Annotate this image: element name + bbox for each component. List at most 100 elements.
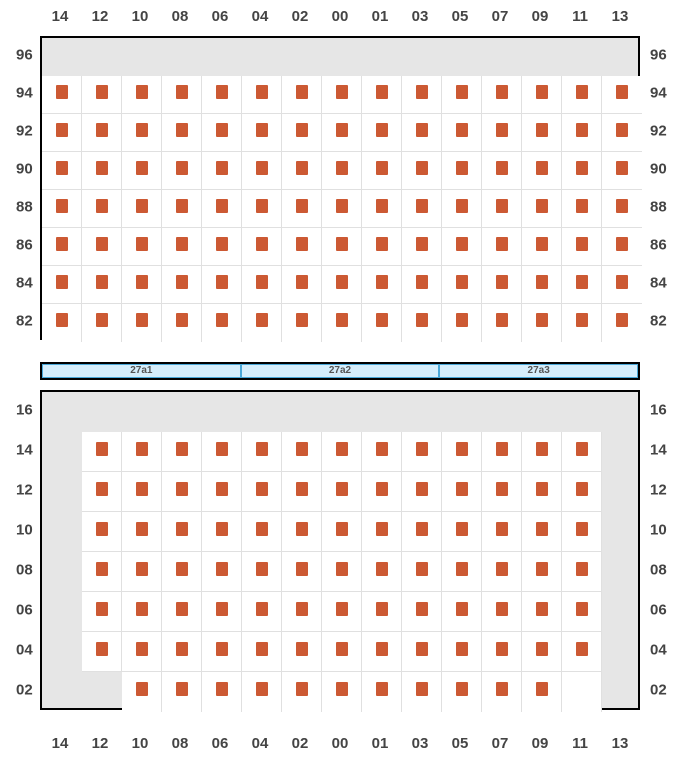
row-label: 96 [16,48,33,63]
seat-icon [56,161,68,175]
seat-icon [536,682,548,696]
seat-icon [256,562,268,576]
row-label: 12 [650,483,667,498]
seat-icon [176,85,188,99]
column-label: 01 [361,735,399,752]
seat-icon [256,275,268,289]
seat-icon [136,161,148,175]
seat-icon [216,161,228,175]
seat-icon [256,642,268,656]
seat-icon [376,522,388,536]
seating-block-lower [40,390,640,710]
column-label: 00 [321,735,359,752]
seat-icon [256,85,268,99]
seat-icon [496,642,508,656]
seat-icon [536,275,548,289]
row-label: 96 [650,48,667,63]
seat-icon [536,522,548,536]
column-label: 14 [41,735,79,752]
row-label: 90 [650,162,667,177]
seat-icon [336,161,348,175]
seat-icon [336,562,348,576]
seat-icon [56,123,68,137]
seat-icon [456,313,468,327]
seat-icon [216,237,228,251]
seat-icon [216,123,228,137]
seat-icon [136,642,148,656]
seat-icon [56,199,68,213]
column-label: 10 [121,735,159,752]
seat-icon [176,275,188,289]
price-segment[interactable]: 27a3 [439,364,638,378]
price-segment[interactable]: 27a1 [42,364,241,378]
seat-icon [416,682,428,696]
seat-icon [256,237,268,251]
seat-icon [496,85,508,99]
seat-icon [576,482,588,496]
seat-icon [456,199,468,213]
row-label: 14 [16,443,33,458]
seat-icon [416,275,428,289]
seat-icon [536,161,548,175]
seat-icon [496,161,508,175]
seat-icon [456,442,468,456]
seat-icon [216,602,228,616]
seat-icon [216,642,228,656]
seat-icon [176,237,188,251]
seat-icon [296,642,308,656]
seat-icon [416,237,428,251]
seat-icon [96,161,108,175]
seat-icon [296,199,308,213]
seat-icon [176,642,188,656]
seat-icon [336,275,348,289]
seat-icon [176,313,188,327]
seat-icon [136,237,148,251]
seat-icon [136,442,148,456]
seat-icon [136,85,148,99]
column-label: 11 [561,8,599,25]
seat-icon [176,161,188,175]
seat-icon [136,123,148,137]
seat-icon [296,602,308,616]
seat-icon [616,275,628,289]
seat-icon [576,602,588,616]
seat-cell[interactable] [562,672,602,712]
price-segment[interactable]: 27a2 [241,364,440,378]
column-label: 13 [601,735,639,752]
seat-icon [296,123,308,137]
seat-icon [376,85,388,99]
seat-icon [616,313,628,327]
seat-icon [56,313,68,327]
seat-icon [336,642,348,656]
column-label: 13 [601,8,639,25]
seat-icon [456,85,468,99]
seat-icon [56,275,68,289]
column-label: 04 [241,735,279,752]
column-label: 12 [81,735,119,752]
seat-icon [136,562,148,576]
seat-icon [456,562,468,576]
row-label: 04 [650,643,667,658]
row-label: 94 [650,86,667,101]
seat-icon [616,85,628,99]
seat-icon [216,313,228,327]
seat-icon [416,442,428,456]
row-label: 12 [16,483,33,498]
seat-icon [296,237,308,251]
row-label: 06 [650,603,667,618]
column-label: 07 [481,735,519,752]
seat-icon [416,85,428,99]
seat-icon [496,313,508,327]
seat-icon [216,275,228,289]
seat-icon [336,682,348,696]
seat-icon [96,602,108,616]
seat-icon [376,313,388,327]
row-label: 08 [650,563,667,578]
seat-icon [536,482,548,496]
seat-icon [136,313,148,327]
seat-icon [256,199,268,213]
seat-icon [176,482,188,496]
seat-icon [456,642,468,656]
row-label: 04 [16,643,33,658]
row-label: 88 [650,200,667,215]
